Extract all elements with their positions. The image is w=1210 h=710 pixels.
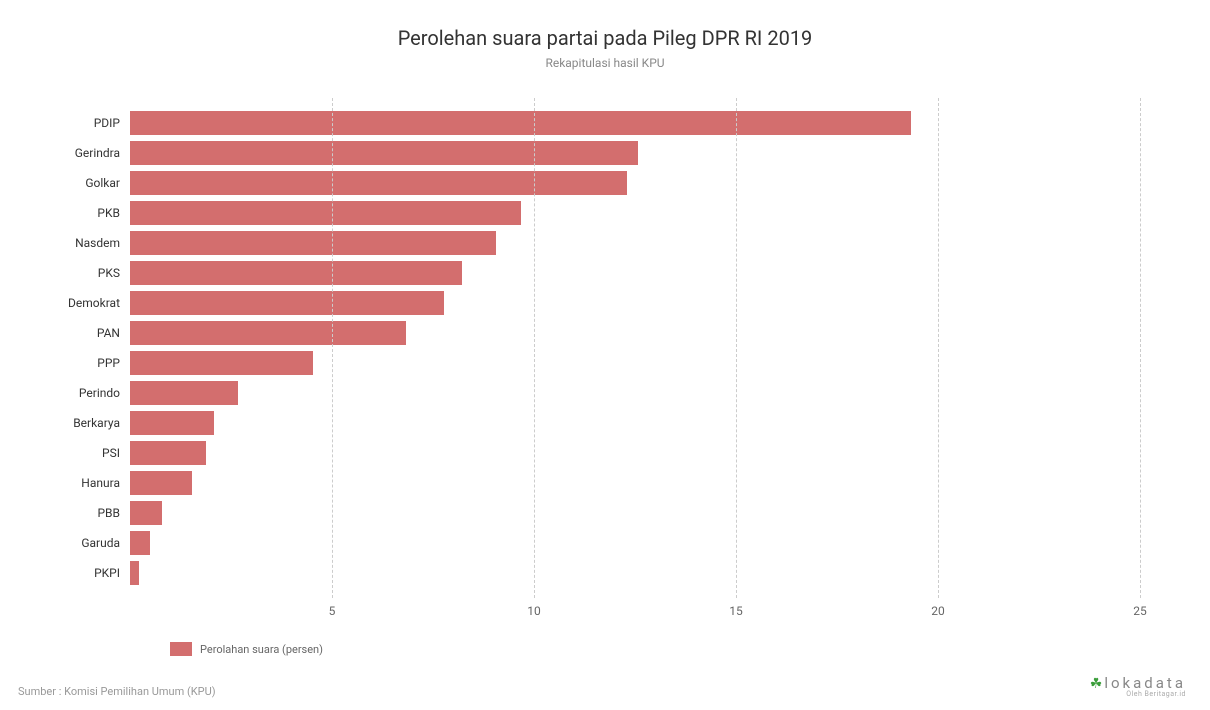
bar-row: Golkar	[130, 171, 1140, 195]
bar-rect	[130, 351, 313, 375]
footer-logo: ☘lokadata Oleh Beritagar.id	[1090, 676, 1186, 698]
bar-rect	[130, 381, 238, 405]
bar-rect	[130, 561, 139, 585]
bar-row: PKB	[130, 201, 1140, 225]
bar-label: Golkar	[40, 176, 130, 190]
bar-row: Perindo	[130, 381, 1140, 405]
bar-rect	[130, 531, 150, 555]
legend: Perolahan suara (persen)	[170, 642, 1170, 656]
bar-rect	[130, 261, 462, 285]
bar-rect	[130, 321, 406, 345]
bar-row: Garuda	[130, 531, 1140, 555]
grid-line	[736, 98, 737, 598]
leaf-icon: ☘	[1090, 676, 1103, 692]
x-tick: 5	[329, 604, 336, 618]
bar-row: Demokrat	[130, 291, 1140, 315]
x-tick: 15	[729, 604, 743, 618]
bar-rect	[130, 441, 206, 465]
bar-row: PBB	[130, 501, 1140, 525]
bar-label: PKB	[40, 206, 130, 220]
chart-title: Perolehan suara partai pada Pileg DPR RI…	[40, 26, 1170, 50]
bar-label: PAN	[40, 326, 130, 340]
bar-row: PKPI	[130, 561, 1140, 585]
bar-rect	[130, 501, 162, 525]
bar-rect	[130, 471, 192, 495]
chart-subtitle: Rekapitulasi hasil KPU	[40, 56, 1170, 70]
grid-line	[1140, 98, 1141, 598]
bar-label: Nasdem	[40, 236, 130, 250]
grid-line	[938, 98, 939, 598]
bar-label: Perindo	[40, 386, 130, 400]
bar-label: Gerindra	[40, 146, 130, 160]
chart-container: Perolehan suara partai pada Pileg DPR RI…	[0, 0, 1210, 710]
bar-rect	[130, 291, 444, 315]
bar-rect	[130, 411, 214, 435]
bar-row: PPP	[130, 351, 1140, 375]
bar-label: Garuda	[40, 536, 130, 550]
plot-area: PDIP Gerindra Golkar PKB Nasdem PKS Demokrat PA…	[130, 98, 1140, 598]
x-tick: 20	[931, 604, 945, 618]
footer-source: Sumber : Komisi Pemilihan Umum (KPU)	[18, 685, 216, 698]
bar-label: PDIP	[40, 116, 130, 130]
x-tick: 10	[527, 604, 541, 618]
bar-rect	[130, 171, 627, 195]
bar-label: PSI	[40, 446, 130, 460]
bar-label: Berkarya	[40, 416, 130, 430]
bar-row: Berkarya	[130, 411, 1140, 435]
bar-row: Nasdem	[130, 231, 1140, 255]
bars-group: PDIP Gerindra Golkar PKB Nasdem PKS Demokrat PA…	[130, 108, 1140, 588]
logo-sub: Oleh Beritagar.id	[1090, 691, 1186, 698]
bar-label: Hanura	[40, 476, 130, 490]
bar-rect	[130, 231, 496, 255]
bar-label: PBB	[40, 506, 130, 520]
bar-row: PKS	[130, 261, 1140, 285]
bar-label: PKS	[40, 266, 130, 280]
bar-rect	[130, 111, 911, 135]
grid-line	[534, 98, 535, 598]
legend-label: Perolahan suara (persen)	[200, 643, 323, 656]
bar-row: PAN	[130, 321, 1140, 345]
x-axis: 510152025	[130, 598, 1140, 618]
bar-row: Hanura	[130, 471, 1140, 495]
bar-row: Gerindra	[130, 141, 1140, 165]
grid-line	[332, 98, 333, 598]
bar-row: PDIP	[130, 111, 1140, 135]
bar-label: PKPI	[40, 566, 130, 580]
bar-rect	[130, 201, 521, 225]
logo-main: ☘lokadata	[1090, 676, 1186, 691]
bar-row: PSI	[130, 441, 1140, 465]
legend-swatch	[170, 642, 192, 656]
x-tick: 25	[1133, 604, 1147, 618]
bar-label: Demokrat	[40, 296, 130, 310]
bar-label: PPP	[40, 356, 130, 370]
bar-rect	[130, 141, 638, 165]
